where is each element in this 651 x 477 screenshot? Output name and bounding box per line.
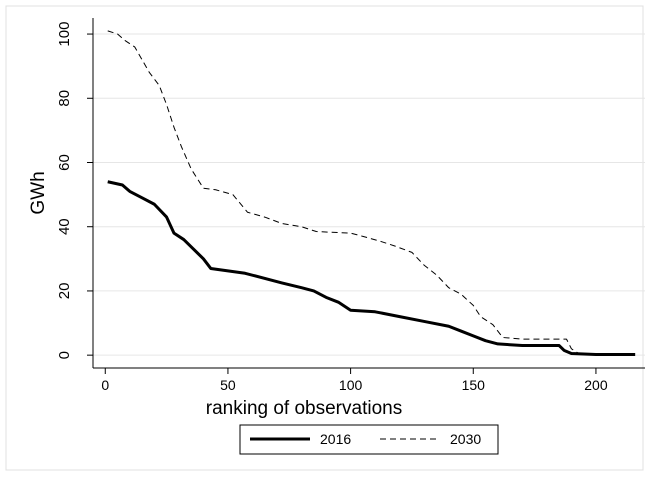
y-tick-label: 0 (56, 351, 73, 359)
y-tick-label: 60 (56, 154, 73, 171)
x-tick-label: 150 (462, 377, 486, 393)
y-tick-label: 100 (56, 22, 73, 47)
legend-label: 2030 (450, 431, 481, 447)
y-axis-label: GWh (28, 171, 49, 214)
y-tick-label: 80 (56, 90, 73, 107)
figure-frame (5, 5, 644, 471)
y-tick-label: 40 (56, 218, 73, 235)
x-axis-label: ranking of observations (206, 398, 402, 419)
y-tick-label: 20 (56, 283, 73, 300)
data-line (107, 180, 636, 357)
x-tick-label: 100 (339, 377, 363, 393)
x-tick-label: 200 (584, 377, 608, 393)
data-line (107, 30, 636, 355)
legend-label: 2016 (320, 431, 351, 447)
x-tick-label: 0 (101, 377, 109, 393)
x-tick-label: 50 (220, 377, 236, 393)
